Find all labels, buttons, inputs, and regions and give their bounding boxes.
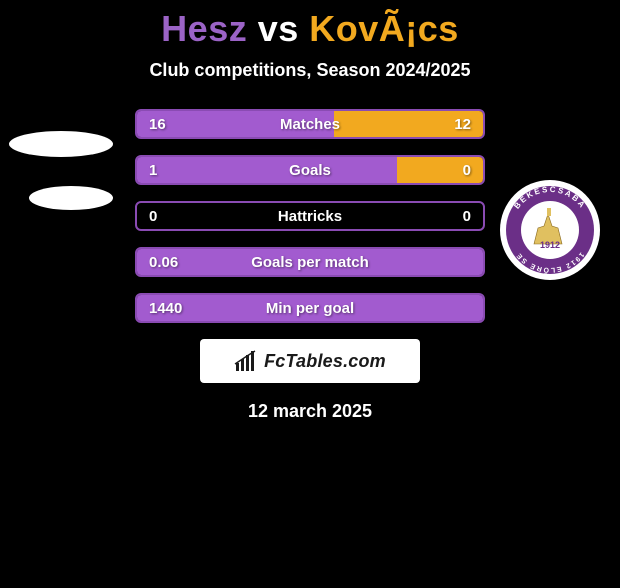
stat-label: Goals per match xyxy=(209,254,411,271)
stat-label: Hattricks xyxy=(209,208,411,225)
title-vs: vs xyxy=(247,8,309,49)
comparison-title: Hesz vs KovÃ¡cs xyxy=(0,8,620,50)
stat-label: Goals xyxy=(209,162,411,179)
footer-date: 12 march 2025 xyxy=(0,401,620,422)
stat-row: 1440Min per goal xyxy=(135,293,485,323)
stat-row: 0Hattricks0 xyxy=(135,201,485,231)
stat-value-left: 16 xyxy=(149,116,209,133)
subtitle: Club competitions, Season 2024/2025 xyxy=(0,60,620,81)
stats-container: 16Matches121Goals00Hattricks00.06Goals p… xyxy=(0,109,620,323)
footer-brand-text: FcTables.com xyxy=(264,351,386,372)
bar-chart-icon xyxy=(234,349,258,373)
stat-value-right: 0 xyxy=(411,162,471,179)
title-player-right: KovÃ¡cs xyxy=(309,8,459,49)
stat-value-left: 1 xyxy=(149,162,209,179)
stat-row: 0.06Goals per match xyxy=(135,247,485,277)
footer-brand-box: FcTables.com xyxy=(200,339,420,383)
stat-label: Matches xyxy=(209,116,411,133)
stat-label: Min per goal xyxy=(209,300,411,317)
stat-value-right: 0 xyxy=(411,208,471,225)
stat-value-right: 12 xyxy=(411,116,471,133)
title-player-left: Hesz xyxy=(161,8,247,49)
stat-value-left: 0 xyxy=(149,208,209,225)
stat-row: 16Matches12 xyxy=(135,109,485,139)
stat-row: 1Goals0 xyxy=(135,155,485,185)
stat-value-left: 1440 xyxy=(149,300,209,317)
stat-value-left: 0.06 xyxy=(149,254,209,271)
